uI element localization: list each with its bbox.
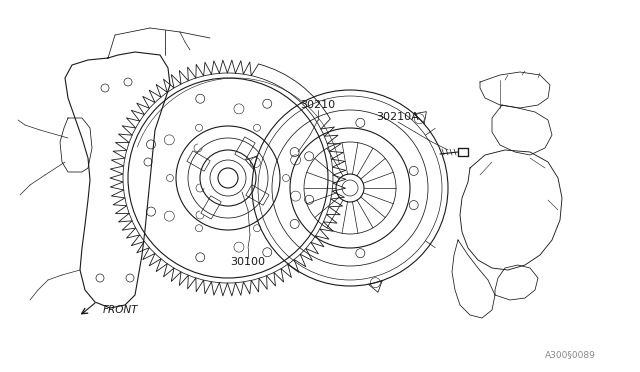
Text: A300§0089: A300§0089	[545, 350, 596, 359]
Text: FRONT: FRONT	[103, 305, 138, 315]
Text: 30210: 30210	[300, 100, 335, 110]
Text: 30210A: 30210A	[376, 112, 419, 122]
Text: 30100: 30100	[230, 257, 266, 267]
